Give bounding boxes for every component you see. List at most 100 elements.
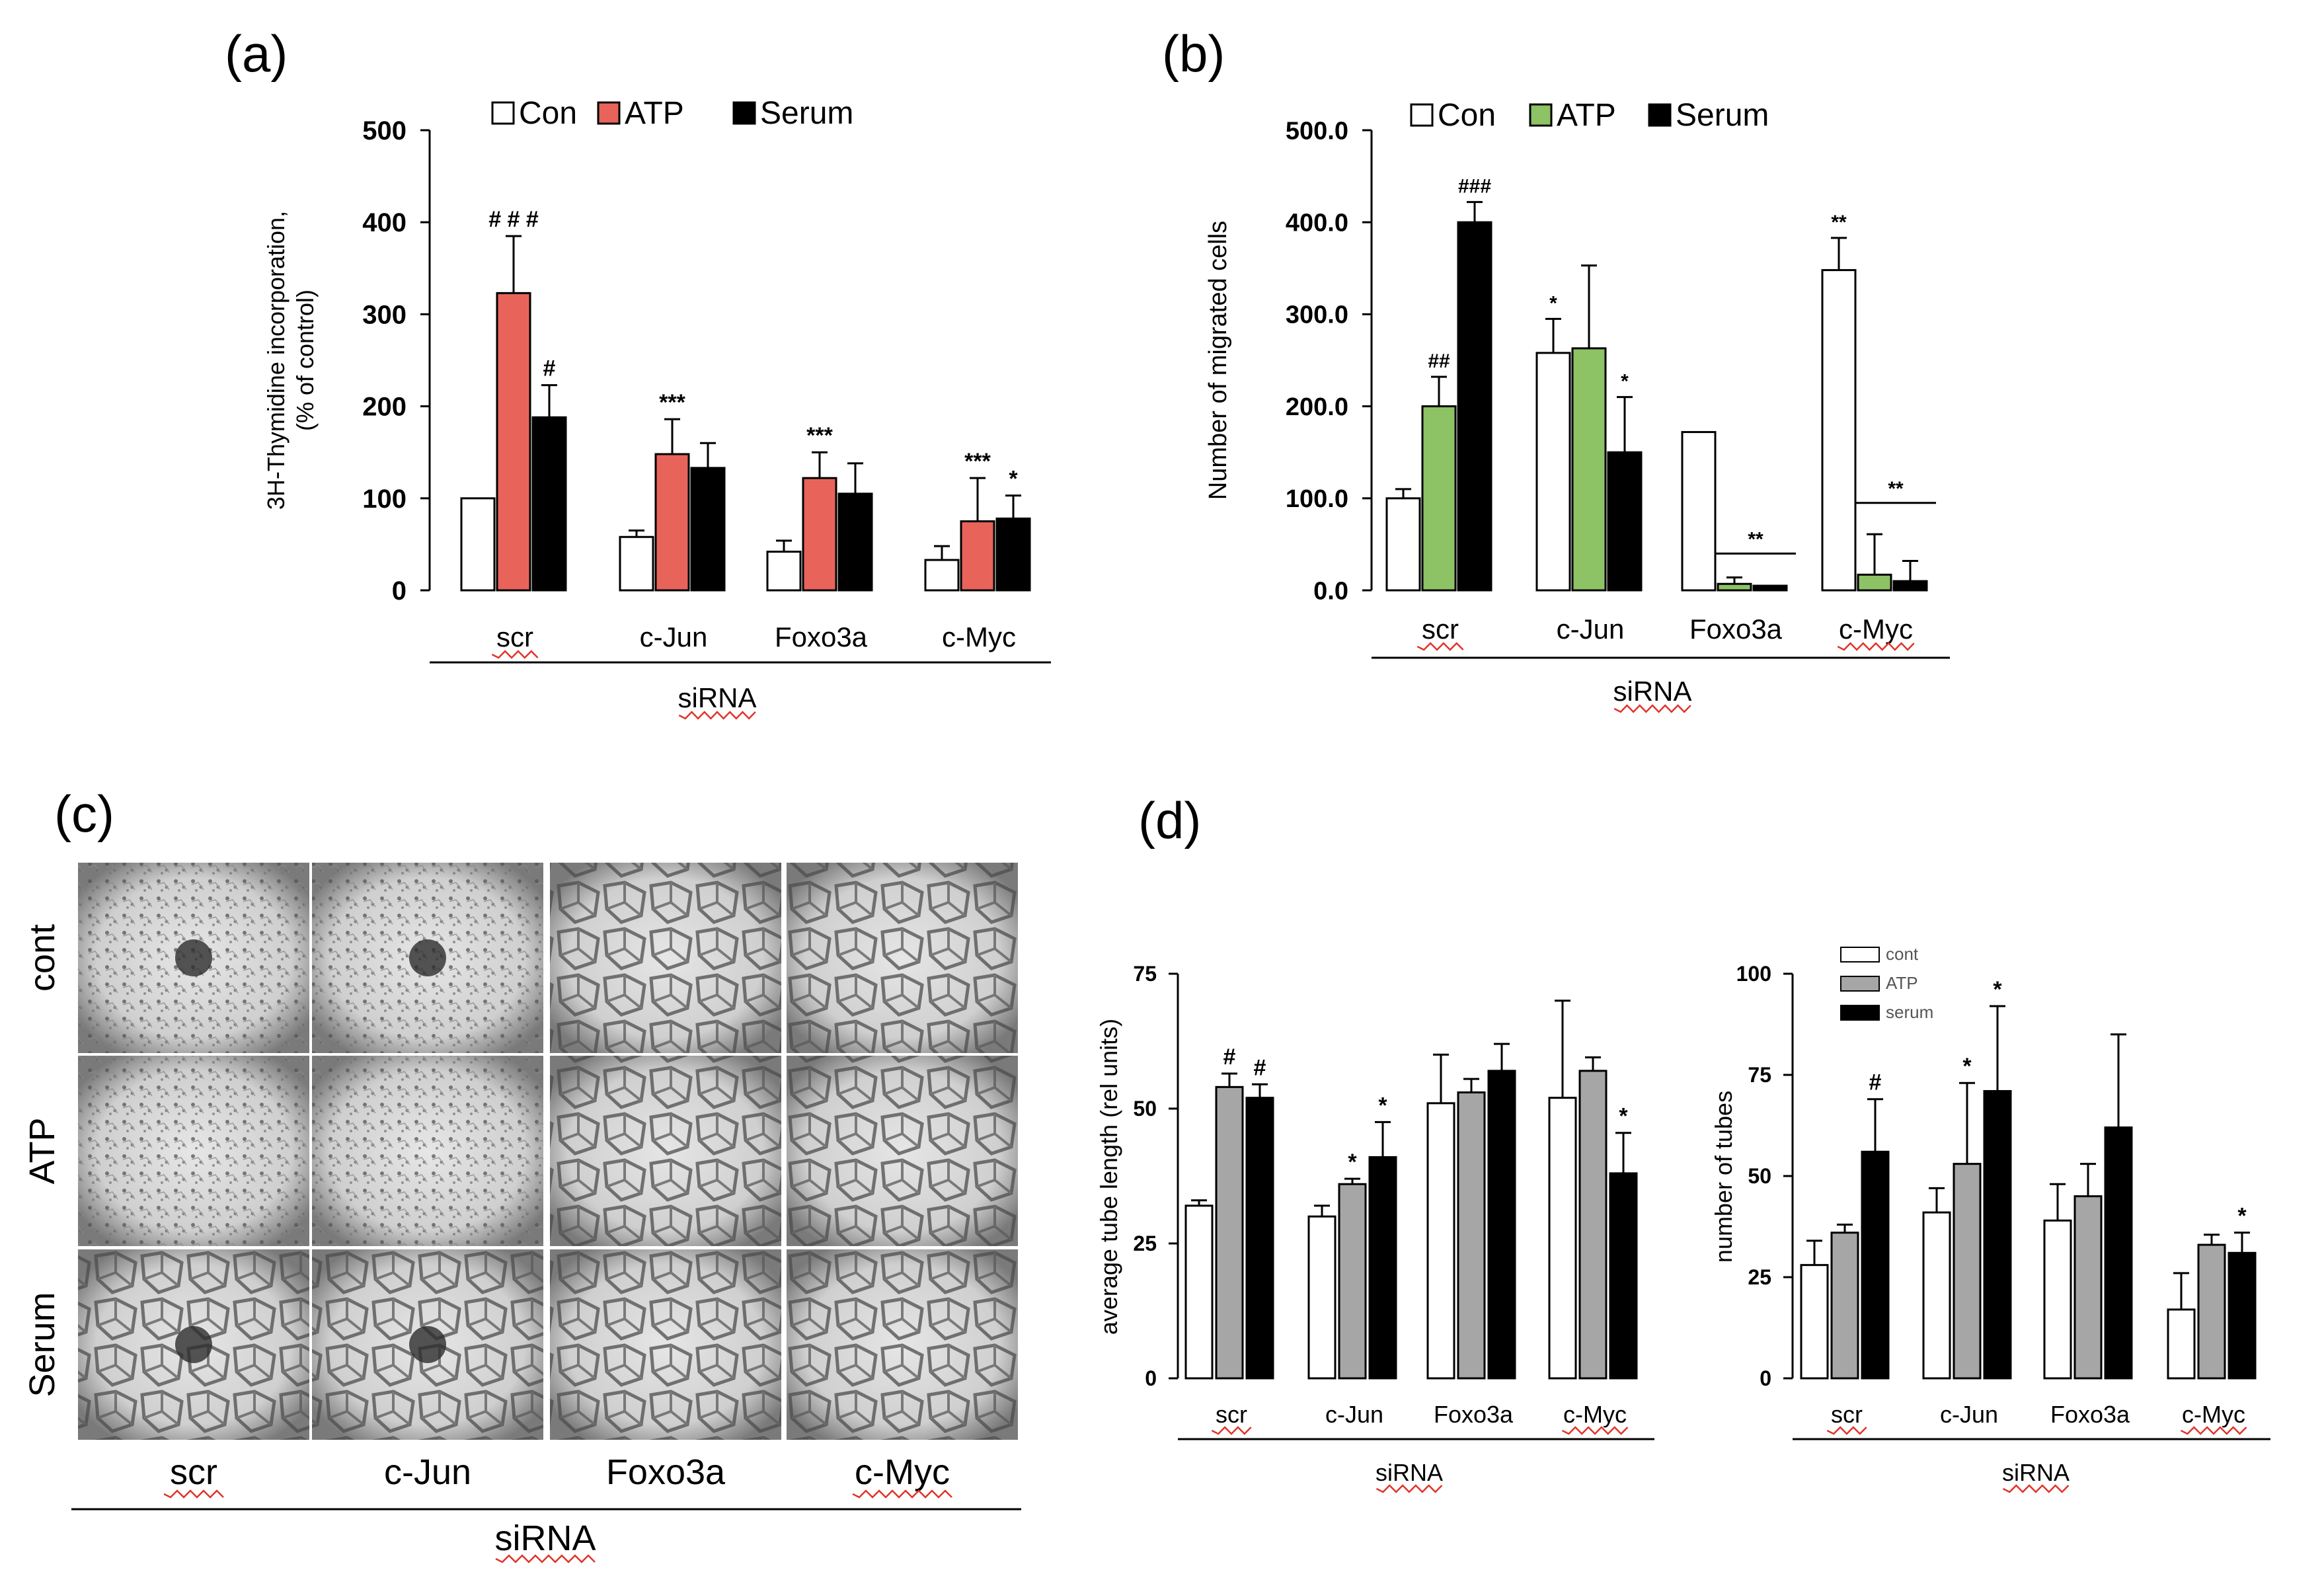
y-tick-label: 50 [1133, 1097, 1157, 1120]
panel-letter-d: (d) [1138, 791, 1201, 849]
significance-mark: * [2237, 1204, 2247, 1229]
y-tick-label: 300.0 [1286, 301, 1348, 329]
chart-d2: 0 25 50 75 100 number of tubes # scr * * c-Jun Foxo… [1710, 962, 2270, 1493]
significance-mark: # [1869, 1070, 1882, 1095]
legend-d2-label-cont: cont [1886, 944, 1919, 964]
legend-label-serum: Serum [1676, 98, 1769, 133]
y-tick-label: 0 [1760, 1366, 1771, 1390]
bar-serum-3 [2227, 1251, 2257, 1380]
micrograph-cont-scr-center [175, 939, 212, 976]
bar-con-3 [924, 559, 960, 592]
micrograph-atp-foxo3a-texture [550, 1056, 781, 1246]
micrograph-serum-scr-center [175, 1326, 212, 1363]
significance-mark: * [1549, 292, 1557, 314]
legend-d2-swatch-serum [1840, 1005, 1880, 1021]
bar-con-3 [1821, 269, 1857, 592]
legend-label-atp: ATP [1557, 98, 1616, 133]
bar-serum-2 [2104, 1126, 2133, 1380]
bar-atp-2 [802, 477, 837, 592]
legend-swatch-serum [1648, 103, 1672, 127]
legend-d2-swatch-cont [1840, 947, 1880, 963]
bar-serum-1 [690, 467, 726, 592]
col-label-scr: scr [170, 1452, 217, 1492]
bar-atp-2 [2073, 1195, 2103, 1380]
bar-atp-0 [496, 292, 531, 592]
x-axis-label: siRNA [1375, 1459, 1443, 1486]
spellcheck-underline [678, 711, 756, 720]
significance-mark: # # # [488, 207, 539, 232]
micrograph-cont-c-myc-texture [787, 863, 1018, 1053]
significance-mark: ** [1831, 212, 1847, 233]
y-tick-label: 100.0 [1286, 485, 1348, 513]
y-tick-label: 0 [392, 576, 407, 606]
category-label: c-Jun [1325, 1401, 1383, 1428]
bar-atp-1 [1338, 1183, 1367, 1380]
y-axis-label: average tube length (rel units) [1095, 1019, 1122, 1335]
y-tick-label: 400.0 [1286, 210, 1348, 237]
col-label-c-jun: c-Jun [384, 1452, 471, 1492]
bar-atp-2 [1717, 582, 1752, 592]
legend-d2-label-atp: ATP [1886, 973, 1918, 993]
legend-swatch-atp [597, 101, 621, 125]
legend-swatch-con [491, 101, 515, 125]
y-tick-label: 0.0 [1313, 577, 1348, 605]
spellcheck-underline [2180, 1426, 2247, 1435]
bar-serum-0 [531, 416, 567, 592]
legend-swatch-con [1410, 103, 1434, 127]
significance-mark: * [1348, 1150, 1357, 1175]
bar-cont-1 [1307, 1215, 1336, 1380]
y-tick-label: 50 [1748, 1164, 1771, 1188]
significance-mark: * [1378, 1093, 1387, 1118]
bar-serum-0 [1245, 1097, 1274, 1380]
bar-serum-2 [1487, 1070, 1516, 1380]
y-tick-label: 75 [1133, 962, 1157, 986]
bar-atp-1 [1571, 347, 1607, 592]
category-label: c-Myc [2182, 1401, 2245, 1428]
chart-d1: 0 25 50 75 average tube length (rel units) # #… [1095, 962, 1654, 1493]
category-label: c-Myc [942, 621, 1016, 652]
significance-mark: ** [1748, 528, 1763, 550]
category-label: Foxo3a [2050, 1401, 2130, 1428]
spellcheck-underline [852, 1489, 952, 1499]
legend-label-con: Con [1438, 98, 1496, 133]
bar-serum-1 [1607, 451, 1643, 592]
y-axis-label: number of tubes [1710, 1091, 1737, 1263]
bar-atp-0 [1830, 1232, 1859, 1380]
bar-con-0 [1385, 497, 1421, 592]
bar-atp-2 [1457, 1091, 1486, 1380]
category-label: c-Jun [1557, 613, 1625, 645]
significance-mark: *** [964, 449, 991, 474]
significance-mark: * [1962, 1054, 1972, 1079]
y-tick-label: 25 [1748, 1265, 1771, 1289]
bar-cont-0 [1184, 1204, 1214, 1380]
category-label: c-Jun [1940, 1401, 1998, 1428]
y-tick-label: 200 [362, 393, 407, 422]
bar-serum-2 [837, 492, 873, 592]
bar-con-1 [619, 535, 654, 592]
bar-serum-0 [1457, 221, 1492, 592]
x-axis-label: siRNA [1613, 676, 1691, 707]
significance-mark: * [1009, 467, 1018, 492]
chart-a: 0 100 200 300 400 500 3H-Thymidine incorporati… [262, 96, 1051, 720]
y-tick-label: 0 [1145, 1366, 1157, 1390]
significance-mark: *** [659, 390, 685, 415]
bar-serum-1 [1983, 1089, 2012, 1380]
legend-swatch-atp [1529, 103, 1553, 127]
legend-swatch-serum [732, 101, 756, 125]
category-label: scr [1216, 1401, 1247, 1428]
x-axis-label: siRNA [2002, 1459, 2070, 1486]
bar-con-2 [1681, 431, 1717, 592]
significance-mark: * [1993, 977, 2002, 1002]
panel-letter-b: (b) [1162, 24, 1225, 83]
spellcheck-underline [495, 1554, 596, 1563]
spellcheck-underline [491, 650, 539, 659]
chart-b: 0.0 100.0 200.0 300.0 400.0 500.0 Number of mi… [1204, 98, 1950, 713]
bar-serum-0 [1861, 1150, 1890, 1380]
significance-mark: * [1621, 371, 1629, 393]
legend-label-serum: Serum [760, 96, 853, 131]
y-axis-label-2: (% of control) [291, 290, 319, 431]
micrograph-cont-foxo3a-texture [550, 863, 781, 1053]
bar-cont-3 [2167, 1308, 2196, 1380]
bar-atp-0 [1421, 405, 1457, 592]
